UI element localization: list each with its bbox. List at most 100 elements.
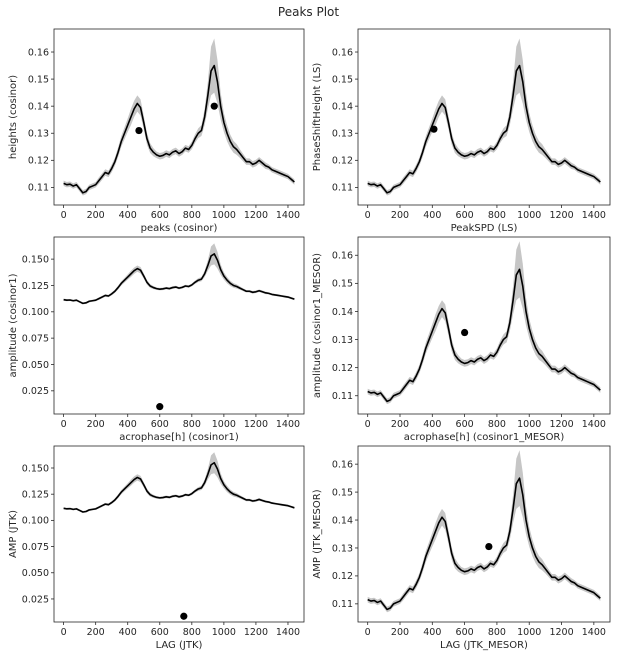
y-tick-label: 0.075 [22, 542, 49, 553]
confidence-band [63, 452, 295, 514]
y-tick-label: 0.15 [28, 74, 49, 85]
x-tick-label: 1000 [212, 627, 236, 638]
y-tick-label: 0.100 [22, 307, 49, 318]
x-tick-label: 200 [391, 419, 409, 430]
x-tick-label: 200 [391, 210, 409, 221]
x-tick-label: 0 [61, 419, 67, 430]
x-axis-label: LAG (JTK_MESOR) [440, 640, 528, 651]
axes-frame [357, 445, 611, 623]
x-tick-label: 0 [61, 627, 67, 638]
x-tick-label: 800 [488, 627, 506, 638]
x-tick-label: 400 [423, 210, 441, 221]
x-tick-label: 600 [456, 419, 474, 430]
confidence-band [367, 241, 601, 405]
y-tick-label: 0.16 [332, 459, 353, 470]
confidence-band [63, 38, 295, 196]
x-tick-label: 600 [456, 627, 474, 638]
x-tick-label: 0 [365, 210, 371, 221]
x-tick-label: 1000 [517, 627, 541, 638]
x-tick-label: 600 [151, 627, 169, 638]
y-tick-label: 0.025 [22, 594, 49, 605]
y-tick-label: 0.12 [332, 571, 353, 582]
x-tick-label: 0 [365, 627, 371, 638]
subplot-3: 0 200 400 600 800 1000 1200 1400 0.025 0.050 0.075… [8, 236, 305, 443]
y-tick-label: 0.150 [22, 463, 49, 474]
x-axis-label: acrophase[h] (cosinor1_MESOR) [404, 432, 565, 443]
y-tick-label: 0.14 [332, 101, 353, 112]
mean-line [63, 461, 295, 513]
y-tick-label: 0.12 [332, 363, 353, 374]
scatter-point-1 [180, 612, 188, 620]
mean-line [367, 477, 601, 611]
y-tick-label: 0.075 [22, 333, 49, 344]
y-tick-label: 0.11 [332, 391, 353, 402]
axes-frame [53, 445, 305, 623]
x-tick-label: 400 [119, 419, 137, 430]
mean-line [367, 64, 601, 194]
y-tick-label: 0.16 [332, 47, 353, 58]
mean-line [367, 268, 601, 403]
x-tick-label: 400 [423, 627, 441, 638]
confidence-band [367, 450, 601, 613]
x-axis-label: peaks (cosinor) [141, 223, 218, 234]
x-tick-label: 400 [119, 627, 137, 638]
x-axis-label: PeakSPD (LS) [451, 223, 518, 234]
x-axis-label: acrophase[h] (cosinor1) [119, 432, 239, 443]
x-tick-label: 1000 [517, 419, 541, 430]
x-tick-label: 1400 [276, 419, 300, 430]
x-tick-label: 200 [391, 627, 409, 638]
x-tick-label: 800 [183, 419, 201, 430]
x-tick-label: 200 [87, 419, 105, 430]
y-tick-label: 0.14 [332, 515, 353, 526]
axes-frame [357, 236, 611, 415]
mean-line [63, 253, 295, 305]
y-tick-label: 0.12 [28, 156, 49, 167]
x-tick-label: 1200 [244, 419, 268, 430]
scatter-point-1 [156, 403, 164, 411]
y-tick-label: 0.15 [332, 487, 353, 498]
y-axis-label: amplitude (cosinor1_MESOR) [312, 253, 323, 398]
x-tick-label: 600 [151, 210, 169, 221]
y-tick-label: 0.13 [28, 129, 49, 140]
x-tick-label: 1000 [212, 419, 236, 430]
confidence-band [367, 38, 601, 196]
y-tick-label: 0.15 [332, 279, 353, 290]
scatter-point-1 [461, 328, 469, 337]
axes-frame [53, 236, 305, 415]
y-tick-label: 0.15 [332, 74, 353, 85]
mean-line [63, 64, 295, 194]
x-tick-label: 600 [456, 210, 474, 221]
x-tick-label: 200 [87, 627, 105, 638]
x-tick-label: 1400 [276, 627, 300, 638]
x-tick-label: 1200 [549, 419, 573, 430]
y-tick-label: 0.13 [332, 129, 353, 140]
y-axis-label: amplitude (cosinor1) [8, 273, 19, 377]
x-tick-label: 200 [87, 210, 105, 221]
subplot-2: 0 200 400 600 800 1000 1200 1400 0.11 0.12 0.13 0.1… [312, 28, 611, 234]
y-tick-label: 0.11 [332, 183, 353, 194]
x-tick-label: 800 [488, 210, 506, 221]
y-axis-label: PhaseShiftHeight (LS) [312, 63, 323, 172]
x-tick-label: 800 [183, 210, 201, 221]
subplot-4: 0 200 400 600 800 1000 1200 1400 0.11 0.12 0.13 0.1… [312, 236, 611, 443]
scatter-point-1 [485, 542, 493, 551]
y-axis-label: AMP (JTK_MESOR) [312, 489, 323, 578]
x-tick-label: 1400 [276, 210, 300, 221]
y-tick-label: 0.050 [22, 360, 49, 371]
y-tick-label: 0.100 [22, 516, 49, 527]
y-tick-label: 0.13 [332, 543, 353, 554]
y-tick-label: 0.13 [332, 335, 353, 346]
scatter-point-1 [135, 126, 143, 135]
subplots-grid: 0 200 400 600 800 1000 1200 1400 0.11 0.12 0.13 0.1… [8, 28, 611, 651]
subplot-5: 0 200 400 600 800 1000 1200 1400 0.025 0.050 0.075… [8, 445, 305, 651]
x-tick-label: 1200 [244, 627, 268, 638]
scatter-point-2 [210, 102, 218, 110]
y-tick-label: 0.150 [22, 254, 49, 265]
x-tick-label: 800 [488, 419, 506, 430]
y-tick-label: 0.11 [28, 183, 49, 194]
y-tick-label: 0.16 [332, 251, 353, 262]
x-tick-label: 1400 [582, 210, 606, 221]
x-tick-label: 0 [365, 419, 371, 430]
x-tick-label: 1200 [549, 627, 573, 638]
